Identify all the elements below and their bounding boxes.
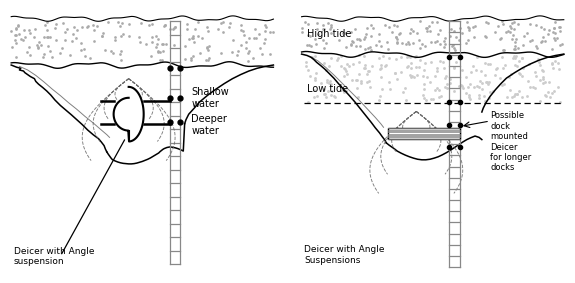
Text: Deicer with Angle
Suspensions: Deicer with Angle Suspensions [304, 245, 385, 265]
Text: Deicer with Angle
suspension: Deicer with Angle suspension [14, 246, 94, 266]
Text: Low tide: Low tide [307, 84, 348, 94]
Polygon shape [114, 87, 144, 142]
Text: Shallow
water: Shallow water [191, 87, 229, 109]
Bar [388, 128, 460, 139]
Text: Possible
dock
mounted
Deicer
for longer
docks: Possible dock mounted Deicer for longer … [490, 112, 531, 172]
Text: Deeper
water: Deeper water [191, 114, 227, 136]
Text: High tide: High tide [307, 29, 351, 39]
